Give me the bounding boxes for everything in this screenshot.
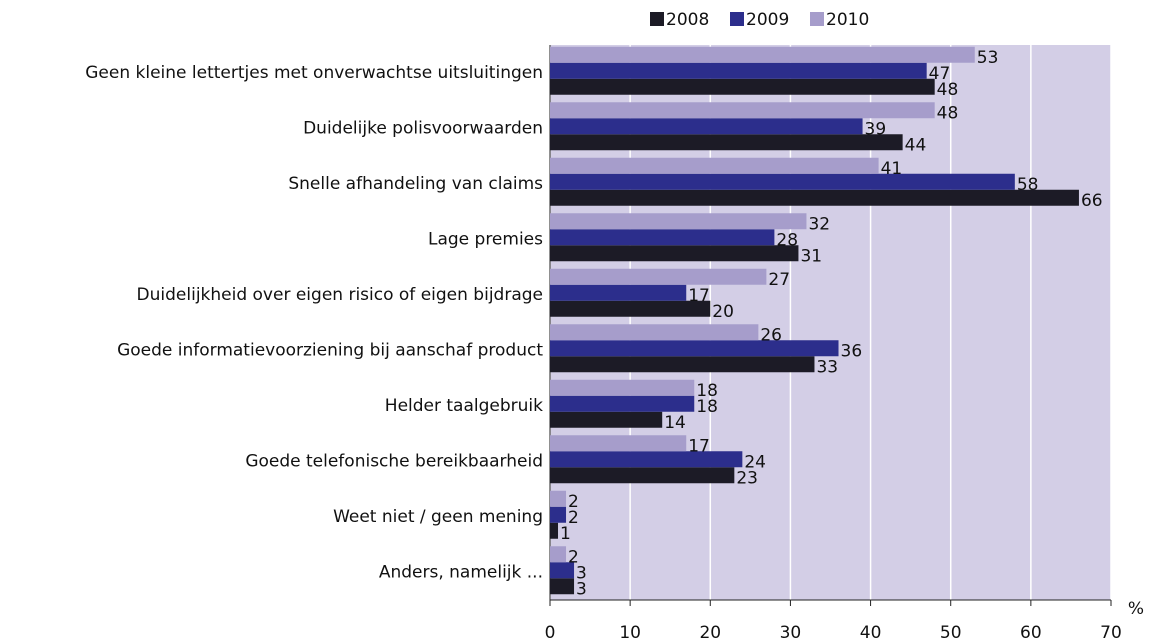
- value-label: 33: [816, 357, 838, 377]
- x-tick-label: 60: [1020, 623, 1042, 643]
- x-tick-label: 10: [619, 623, 641, 643]
- legend-label: 2009: [746, 10, 789, 30]
- value-label: 27: [768, 270, 790, 290]
- y-tick-label: Helder taalgebruik: [385, 396, 543, 416]
- bar: [550, 300, 711, 317]
- legend-swatch: [810, 12, 824, 26]
- value-label: 18: [696, 397, 718, 417]
- value-label: 1: [560, 524, 571, 544]
- value-label: 23: [736, 468, 758, 488]
- bar: [550, 522, 559, 539]
- value-label: 20: [712, 302, 734, 322]
- x-tick-label: 0: [545, 623, 556, 643]
- legend-swatch: [650, 12, 664, 26]
- value-label: 24: [744, 452, 766, 472]
- x-tick-label: 40: [860, 623, 882, 643]
- bar: [550, 134, 903, 151]
- y-tick-label: Goede telefonische bereikbaarheid: [245, 451, 543, 471]
- x-tick-label: 70: [1100, 623, 1122, 643]
- value-label: 44: [905, 135, 927, 155]
- value-label: 47: [929, 64, 951, 84]
- legend-label: 2008: [666, 10, 709, 30]
- bar: [550, 340, 839, 357]
- value-label: 36: [841, 341, 863, 361]
- bar: [550, 411, 663, 428]
- bar: [550, 490, 567, 507]
- bar: [550, 562, 575, 579]
- value-label: 17: [688, 286, 710, 306]
- bar: [550, 356, 815, 373]
- x-tick-label: 50: [940, 623, 962, 643]
- value-label: 48: [937, 103, 959, 123]
- bar: [550, 213, 807, 230]
- value-label: 18: [696, 381, 718, 401]
- bar: [550, 324, 759, 341]
- bar: [550, 268, 767, 285]
- value-label: 58: [1017, 175, 1039, 195]
- bar: [550, 62, 927, 79]
- value-label: 17: [688, 436, 710, 456]
- value-label: 2: [568, 547, 579, 567]
- value-label: 28: [776, 230, 798, 250]
- bar: [550, 157, 879, 174]
- value-label: 48: [937, 80, 959, 100]
- y-tick-label: Lage premies: [428, 229, 543, 249]
- bar: [550, 189, 1079, 206]
- y-tick-label: Anders, namelijk ...: [379, 562, 543, 582]
- bar: [550, 506, 567, 523]
- value-label: 26: [760, 325, 782, 345]
- bar: [550, 173, 1015, 190]
- bar: [550, 118, 863, 135]
- value-label: 2: [568, 492, 579, 512]
- bar: [550, 102, 935, 119]
- value-label: 2: [568, 508, 579, 528]
- value-label: 14: [664, 413, 686, 433]
- legend-swatch: [730, 12, 744, 26]
- bar: [550, 467, 735, 484]
- value-label: 66: [1081, 191, 1103, 211]
- bar: [550, 578, 575, 595]
- y-tick-label: Weet niet / geen mening: [333, 507, 543, 527]
- y-tick-label: Duidelijkheid over eigen risico of eigen…: [137, 285, 543, 305]
- bar: [550, 245, 799, 262]
- x-axis-label: %: [1128, 599, 1144, 619]
- bar: [550, 46, 975, 63]
- value-label: 53: [977, 48, 999, 68]
- bar: [550, 229, 775, 246]
- bar: [550, 435, 687, 452]
- value-label: 31: [800, 246, 822, 266]
- y-tick-label: Goede informatievoorziening bij aanschaf…: [117, 340, 543, 360]
- bar: [550, 546, 567, 563]
- value-label: 32: [808, 214, 830, 234]
- value-label: 39: [865, 119, 887, 139]
- value-label: 41: [881, 159, 903, 179]
- bar: [550, 395, 695, 412]
- x-tick-label: 20: [699, 623, 721, 643]
- value-label: 3: [576, 563, 587, 583]
- x-tick-label: 30: [780, 623, 802, 643]
- value-label: 3: [576, 579, 587, 599]
- y-tick-label: Snelle afhandeling van claims: [288, 174, 543, 194]
- y-tick-label: Duidelijke polisvoorwaarden: [303, 118, 543, 138]
- legend-label: 2010: [826, 10, 869, 30]
- y-tick-label: Geen kleine lettertjes met onverwachtse …: [85, 63, 543, 83]
- bar: [550, 451, 743, 468]
- bar: [550, 78, 935, 95]
- bar: [550, 284, 687, 301]
- bar: [550, 379, 695, 396]
